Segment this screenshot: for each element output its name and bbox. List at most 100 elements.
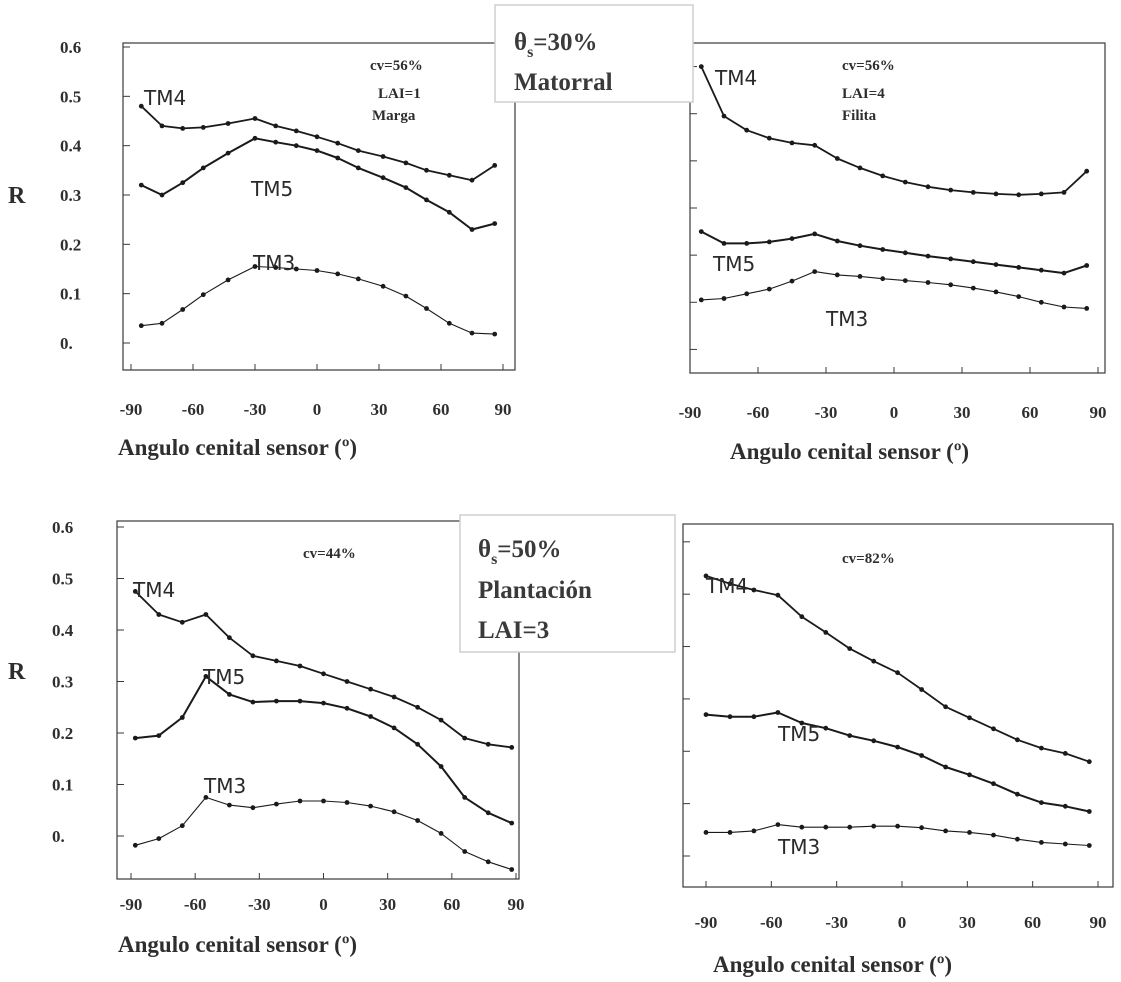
data-point-tm5 <box>991 781 996 787</box>
data-point-tm5 <box>1016 265 1022 270</box>
data-point-tm5 <box>1038 267 1044 273</box>
y-tick-label: 0.3 <box>52 673 73 692</box>
chart-tr: -90 -60 -30 0 30 60 90 Angulo cenital sensor (º… <box>679 42 1107 464</box>
data-point-tm4 <box>970 190 976 195</box>
data-point-tm5 <box>344 705 350 711</box>
chart-tl: 0.6 0.5 0.4 0.3 0.2 0.1 0. -90 -60 -30 0 30 60 90 Angu… <box>60 38 516 460</box>
data-point-tm4 <box>812 142 818 148</box>
data-point-tm5 <box>391 725 397 731</box>
series-line-tm4 <box>705 575 1090 763</box>
data-point-tm4 <box>250 653 256 659</box>
data-point-tm4 <box>857 165 863 171</box>
y-tick-label: 0.5 <box>52 570 73 589</box>
data-point-tm5 <box>415 741 420 747</box>
row2-theta-label: θs=50% <box>478 536 562 568</box>
data-point-tm5 <box>751 714 757 720</box>
x-tick-label: 60 <box>1024 913 1041 932</box>
data-point-tm5 <box>403 185 409 191</box>
data-point-tm3 <box>1086 843 1092 848</box>
data-point-tm4 <box>991 726 996 732</box>
data-point-tm3 <box>438 831 444 836</box>
chart-bl: 0.6 0.5 0.4 0.3 0.2 0.1 0. -90 -60 -30 0 30 60 90 Angu… <box>52 518 525 957</box>
x-axis-label: Angulo cenital sensor (º) <box>118 932 357 957</box>
data-point-tm4 <box>509 745 515 750</box>
data-point-tm3 <box>227 802 232 808</box>
data-point-tm3 <box>485 859 491 865</box>
data-point-tm3 <box>179 823 185 829</box>
data-point-tm5 <box>847 733 853 738</box>
data-point-tm5 <box>698 229 704 235</box>
data-point-tm3 <box>321 798 326 804</box>
data-point-tm5 <box>438 764 444 769</box>
data-point-tm5 <box>727 714 733 720</box>
data-point-tm4 <box>1038 191 1044 197</box>
data-point-tm4 <box>274 658 279 664</box>
x-tick-label: -90 <box>120 895 143 914</box>
data-point-tm4 <box>225 121 231 126</box>
plot-frame <box>122 42 516 371</box>
data-point-tm5 <box>492 221 498 227</box>
data-point-tm4 <box>415 704 420 710</box>
data-point-tm5 <box>919 753 924 758</box>
data-point-tm5 <box>335 155 341 161</box>
data-point-tm3 <box>132 842 138 848</box>
data-point-tm4 <box>727 581 733 587</box>
data-point-tm3 <box>766 286 772 292</box>
series-label-tm4: TM4 <box>714 66 757 90</box>
x-tick-label: -30 <box>815 403 838 422</box>
data-point-tm4 <box>775 592 781 598</box>
data-point-tm5 <box>943 764 948 770</box>
data-point-tm4 <box>834 156 840 161</box>
data-point-tm3 <box>492 331 498 337</box>
data-point-tm4 <box>847 646 853 651</box>
series-label-tm4: TM4 <box>132 578 175 602</box>
data-point-tm4 <box>438 717 444 723</box>
x-tick-label: 0 <box>898 913 907 932</box>
data-point-tm4 <box>925 184 931 190</box>
data-point-tm3 <box>775 822 781 827</box>
data-point-tm4 <box>492 163 498 168</box>
data-point-tm4 <box>297 663 303 669</box>
data-point-tm4 <box>156 612 162 617</box>
series-label-tm3: TM3 <box>252 251 295 275</box>
x-tick-label: -90 <box>679 403 702 422</box>
y-tick-label: 0.2 <box>60 235 81 254</box>
data-point-tm3 <box>993 289 999 295</box>
data-point-tm4 <box>766 135 772 141</box>
data-point-tm3 <box>721 296 727 301</box>
data-point-tm4 <box>293 128 299 134</box>
data-point-tm3 <box>967 830 972 835</box>
data-point-tm5 <box>1039 800 1044 805</box>
data-point-tm3 <box>857 274 863 279</box>
data-point-tm4 <box>321 671 326 677</box>
data-point-tm3 <box>703 830 709 835</box>
data-point-tm5 <box>179 715 185 720</box>
x-axis-label: Angulo cenital sensor (º) <box>713 952 952 977</box>
data-point-tm3 <box>970 285 976 291</box>
chart-annotation: cv=44% <box>303 546 356 562</box>
data-point-tm5 <box>834 238 840 244</box>
data-point-tm3 <box>200 292 206 298</box>
data-point-tm4 <box>200 125 206 130</box>
chart-annotation: Marga <box>372 108 416 124</box>
y-tick-label: 0. <box>52 827 65 846</box>
data-point-tm5 <box>1086 809 1092 814</box>
data-point-tm4 <box>895 670 900 676</box>
chart-annotation: LAI=1 <box>378 86 421 102</box>
data-point-tm5 <box>180 180 186 186</box>
data-point-tm5 <box>368 714 373 719</box>
data-point-tm4 <box>138 103 144 109</box>
x-tick-label: -30 <box>248 895 271 914</box>
series-label-tm4: TM4 <box>705 574 748 598</box>
data-point-tm4 <box>469 177 475 183</box>
data-point-tm5 <box>993 262 999 267</box>
data-point-tm3 <box>391 809 397 815</box>
data-point-tm5 <box>789 236 795 242</box>
series-label-tm3: TM3 <box>203 774 246 798</box>
data-point-tm3 <box>744 291 750 297</box>
data-point-tm4 <box>721 113 727 119</box>
x-tick-label: -90 <box>120 400 143 419</box>
data-point-tm3 <box>799 824 805 830</box>
data-point-tm3 <box>1038 299 1044 305</box>
x-tick-label: 30 <box>371 400 388 419</box>
